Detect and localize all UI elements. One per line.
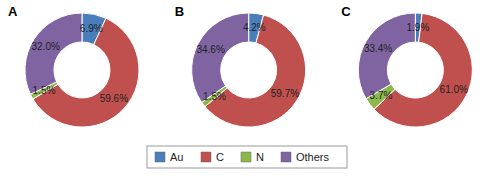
- donut: [192, 13, 306, 127]
- slice: [25, 13, 82, 94]
- panel: B 4.2% 59.7% 1.5% 34.6%: [175, 4, 306, 127]
- panel-title: C: [341, 4, 351, 19]
- legend-swatch: [241, 152, 251, 162]
- data-label: 61.0%: [440, 84, 468, 95]
- data-label: 59.6%: [100, 93, 128, 104]
- legend-label: Au: [170, 151, 183, 163]
- legend-swatch: [201, 152, 211, 162]
- data-label: 4.2%: [243, 22, 266, 33]
- legend-swatch: [155, 152, 165, 162]
- data-label: 32.0%: [32, 41, 60, 52]
- data-label: 1.9%: [407, 22, 430, 33]
- data-labels: 4.2% 59.7% 1.5% 34.6%: [196, 22, 299, 102]
- slice: [30, 82, 57, 99]
- data-labels: 1.9% 61.0% 3.7% 33.4%: [364, 22, 468, 102]
- legend-swatch: [281, 152, 291, 162]
- legend-frame: [147, 146, 347, 168]
- panel-title: A: [8, 4, 18, 19]
- legend: Au C N Others: [147, 146, 347, 168]
- data-label: 34.6%: [196, 44, 224, 55]
- data-label: 33.4%: [364, 43, 392, 54]
- panel: A 6.9% 59.6% 1.5% 32.0%: [8, 4, 139, 127]
- data-label: 1.5%: [33, 85, 56, 96]
- donut: [358, 13, 472, 127]
- data-label: 3.7%: [370, 90, 393, 101]
- legend-label: C: [216, 151, 224, 163]
- data-labels: 6.9% 59.6% 1.5% 32.0%: [32, 23, 129, 105]
- legend-label: N: [256, 151, 264, 163]
- donut: [25, 13, 139, 127]
- legend-label: Others: [296, 151, 330, 163]
- panel: C 1.9% 61.0% 3.7% 33.4%: [341, 4, 472, 127]
- figure: A6.9%59.6%1.5%32.0%B4.2%59.7%1.5%34.6%C1…: [0, 0, 500, 180]
- slice: [192, 13, 249, 102]
- panel-title: B: [175, 4, 184, 19]
- data-label: 59.7%: [271, 88, 299, 99]
- data-label: 6.9%: [80, 23, 103, 34]
- data-label: 1.5%: [203, 91, 226, 102]
